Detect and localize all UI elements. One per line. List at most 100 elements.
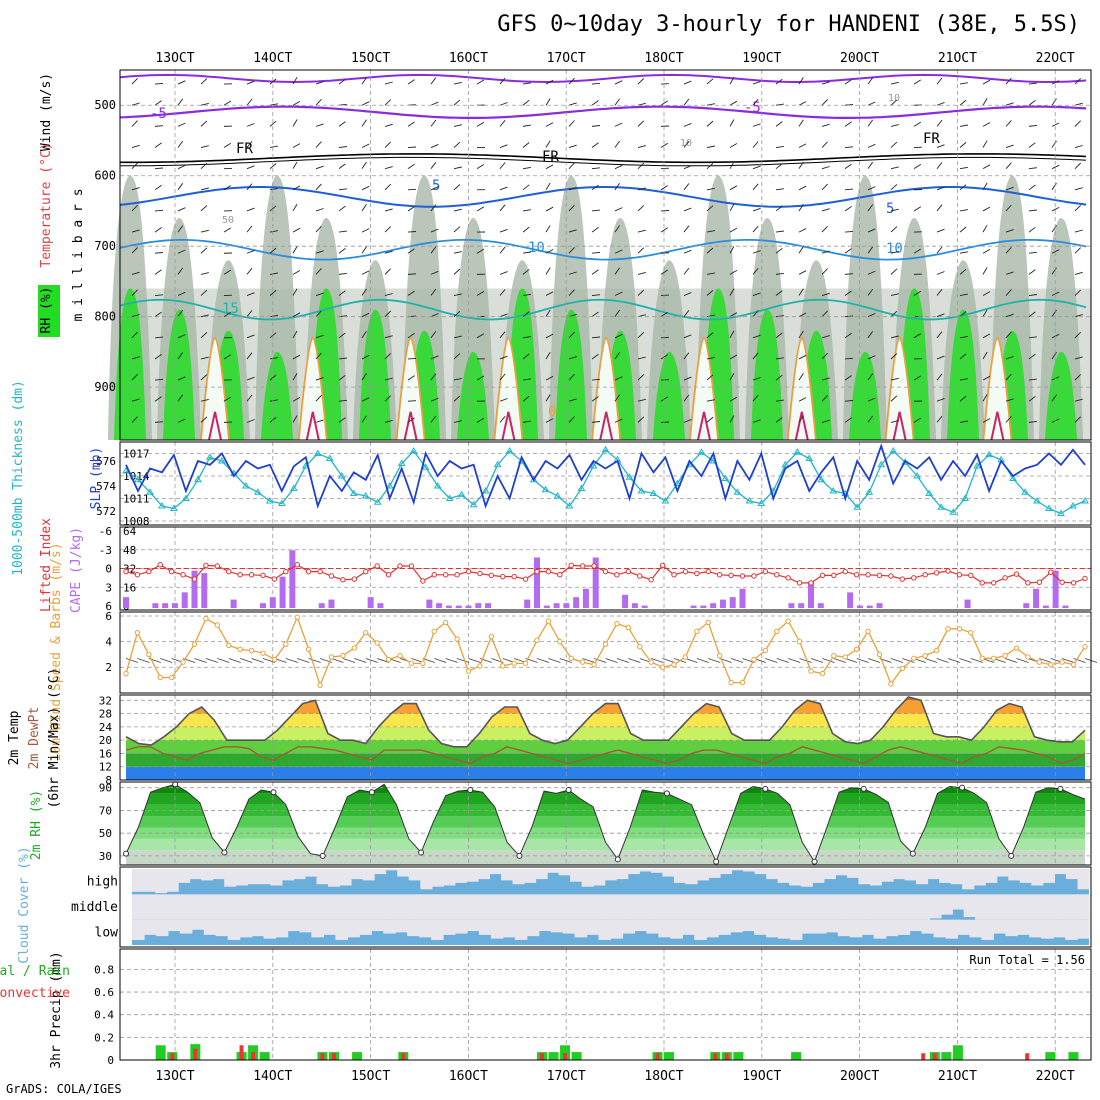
wind-barb (292, 288, 298, 296)
wind-barb (407, 357, 417, 360)
wind-barb (913, 417, 922, 423)
wind10-marker (500, 663, 506, 669)
wind-barb (936, 289, 943, 296)
wind-barb (729, 119, 735, 127)
cloud-clear-high (904, 869, 917, 881)
precip-bar-convective (655, 1053, 660, 1060)
wind-barb (706, 120, 714, 127)
run-total: Run Total = 1.56 (969, 953, 1085, 967)
cloud-clear-low (909, 919, 923, 932)
wind-barb (361, 373, 367, 381)
wind-barb (453, 226, 461, 233)
cloud-clear-middle (770, 894, 782, 920)
wind-barb (936, 77, 943, 85)
wind-barb (177, 98, 184, 106)
wind-barb (131, 398, 140, 402)
precip-bar-convective (193, 1048, 198, 1060)
wind-barb (177, 249, 186, 254)
wind-barb-10m (902, 658, 915, 663)
pressure-tick: 700 (94, 239, 116, 253)
thickness-marker (385, 482, 394, 489)
cloud-clear-middle (268, 894, 281, 920)
cape-bar (622, 594, 629, 608)
wind-barb (499, 77, 506, 85)
cloud-clear-high (950, 869, 963, 885)
cape-bar (1023, 603, 1030, 608)
wind-barb (959, 184, 967, 191)
wind-barb (591, 209, 601, 212)
wind-barb (867, 228, 876, 233)
cloud-clear-high (224, 869, 237, 887)
cloud-clear-middle (359, 894, 372, 920)
wind-barb (545, 182, 551, 191)
li-tick: 3 (105, 581, 112, 594)
contour-label: FR (542, 149, 559, 165)
cloud-clear-middle (325, 894, 338, 920)
cloud-clear-middle (929, 894, 942, 919)
wind-barb (821, 208, 830, 212)
wind-barb (545, 164, 554, 170)
wind-barb (1028, 378, 1037, 381)
wind-barb (775, 247, 783, 254)
wind-barb (269, 272, 278, 275)
wind-barb-10m (536, 658, 550, 663)
wind-tick: 6 (105, 610, 112, 623)
wind-barb (1074, 247, 1082, 254)
cloud-clear-middle (564, 894, 577, 920)
cloud-clear-low (275, 919, 289, 938)
rh-tick: 30 (99, 850, 112, 863)
date-tick-top: 16OCT (449, 51, 488, 66)
wind-barb (315, 377, 324, 381)
wind-barb (660, 185, 668, 191)
wind-barb (1051, 309, 1057, 317)
cloud-clear-high (155, 869, 168, 894)
wind-barb (775, 188, 784, 191)
wind-barb (1074, 374, 1082, 381)
wind-barb (867, 246, 874, 254)
li-marker (408, 563, 415, 569)
cloud-clear-high (258, 869, 271, 885)
li-marker (385, 572, 392, 578)
wind-barb (292, 227, 301, 233)
wind-barb (982, 394, 988, 402)
wind-barb (752, 377, 761, 381)
cape-bar (700, 605, 707, 608)
wind-barb-10m (845, 658, 858, 663)
wind-barb (729, 100, 738, 106)
wind-barb (315, 165, 324, 170)
rh2m-line (125, 783, 1086, 863)
wind-barb (177, 140, 184, 148)
wind-barb (637, 271, 646, 275)
wind10-marker (751, 656, 757, 663)
cloud-clear-high (858, 869, 871, 885)
cloud-row-label: high (87, 875, 118, 890)
wind-barb (292, 101, 301, 106)
wind-barb (752, 310, 759, 317)
wind-barb (798, 397, 807, 402)
wind-barb (407, 400, 417, 402)
cape-bar (152, 603, 159, 608)
wind10-marker (431, 628, 437, 635)
date-tick-top: 17OCT (547, 51, 586, 66)
wind-barb (752, 225, 759, 233)
wind-barb (177, 164, 186, 170)
contour-label: 10 (528, 240, 545, 256)
rh2m-marker (516, 852, 523, 859)
wind-barb (614, 98, 620, 106)
li-marker (785, 575, 791, 581)
precip-bar-convective (239, 1045, 244, 1060)
cloud-clear-high (604, 869, 617, 881)
wind-barb (959, 378, 968, 381)
wind-barb (637, 416, 645, 423)
wind-barb (453, 335, 462, 339)
cloud-clear-middle (701, 894, 714, 920)
wind-barb (269, 374, 277, 381)
cape-bar (1033, 588, 1040, 608)
cloud-clear-high (339, 869, 352, 886)
cape-bar (729, 597, 736, 608)
li-marker (1036, 579, 1043, 585)
wind-barb (591, 311, 599, 318)
wind-barb (1028, 269, 1036, 275)
wind-barb (223, 185, 232, 191)
li-marker (819, 572, 826, 579)
